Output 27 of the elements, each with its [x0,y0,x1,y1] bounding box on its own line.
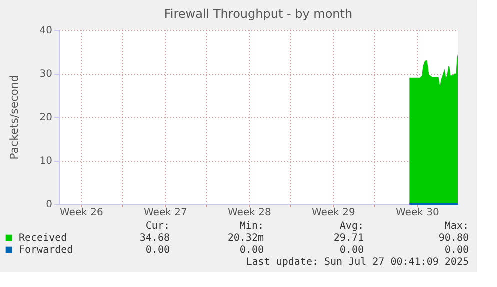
text: Min: [240,221,264,232]
x-tick-label: Week 29 [312,208,356,218]
chart-title: Firewall Throughput - by month [164,7,353,21]
text: 0.00 [340,245,364,256]
text: 20.32m [228,233,264,244]
text: Avg: [340,221,364,232]
x-tick-label: Week 28 [228,208,272,218]
x-tick-label: Week 26 [60,208,104,218]
x-tick-label: Week 27 [144,208,188,218]
y-axis-title: Packets/second [8,75,21,160]
text: 0.00 [444,245,469,256]
text: 34.68 [140,233,170,244]
legend-label: Forwarded [19,245,74,256]
y-tick-label: 0 [46,200,52,210]
x-tick-label: Week 30 [396,208,440,218]
text: 0.00 [240,245,264,256]
text: 90.80 [438,233,469,244]
text: Cur: [146,221,170,232]
y-tick-label: 40 [40,26,52,36]
y-tick-label: 20 [40,112,52,124]
y-tick-label: 30 [40,69,52,80]
legend-label: Received [19,233,68,244]
text: 0.00 [146,245,170,256]
y-tick-label: 10 [40,156,52,167]
text: 29.71 [334,233,364,244]
text: Max: [444,221,469,232]
text: Last update: Sun Jul 27 00:41:09 2025 [246,257,469,268]
